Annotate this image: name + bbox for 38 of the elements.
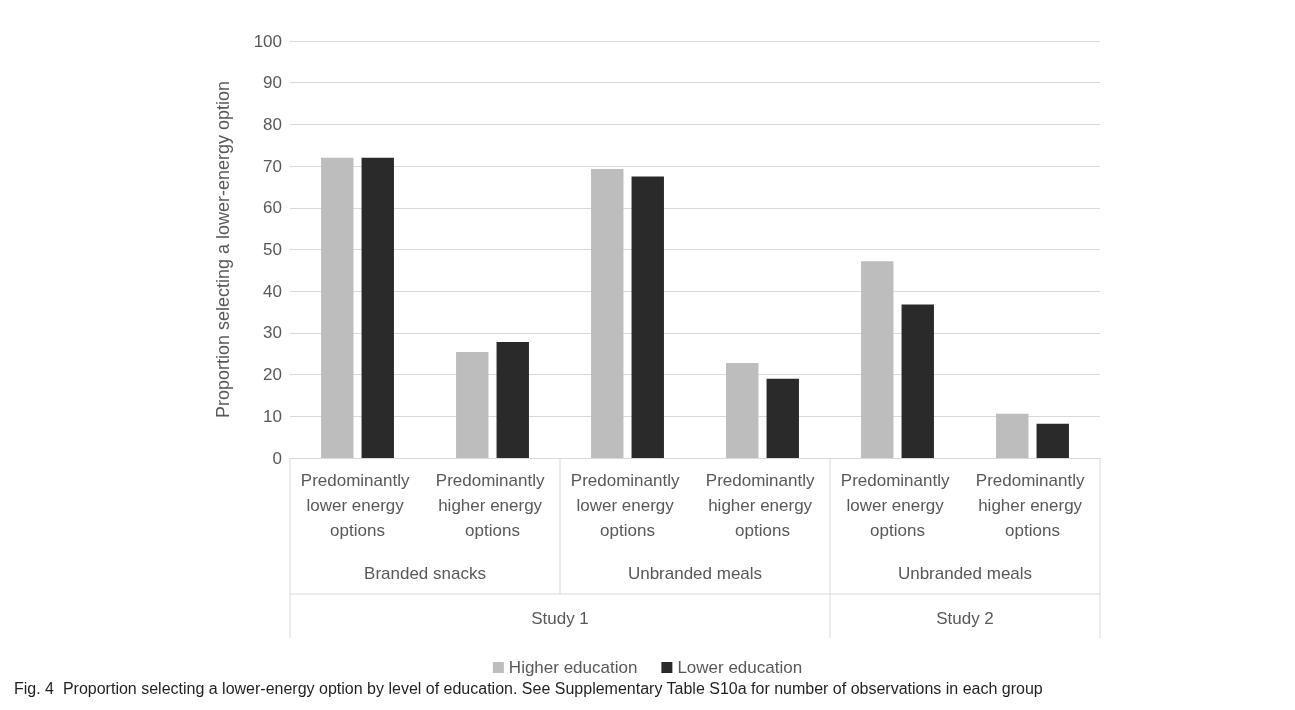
bar [766,378,799,458]
caption: Fig. 4 Proportion selecting a lower-energy option by level of education. See Supplementary Table S10a for number of observations in each group [14,679,1043,697]
bar [456,352,489,458]
text: Study 2 [936,608,994,628]
y-tick-label: 60 [263,198,282,218]
y-tick-label: 70 [263,156,282,176]
x-tick-label: Predominantly higher energy options [975,471,1090,540]
bar [631,176,664,458]
text: Branded snacks [364,563,486,583]
bar [861,261,894,458]
bar [996,413,1029,458]
x-tick-label: Predominantly lower energy options [300,471,415,540]
bar [591,169,624,458]
y-tick-label: 100 [253,31,282,51]
bar [901,304,934,458]
text: Study 1 [531,608,589,628]
x-tick-label: Predominantly lower energy options [570,471,685,540]
bar [496,342,529,458]
x-tick-label: Predominantly higher energy options [705,471,820,540]
bar [726,362,759,458]
y-tick-label: 10 [263,406,282,426]
text: Unbranded meals [897,563,1033,583]
y-tick-label: 40 [263,281,282,301]
y-tick-label: 20 [263,365,282,385]
text: Unbranded meals [627,563,763,583]
bar [1036,423,1069,458]
y-tick-label: 90 [263,73,282,93]
bar [361,157,394,458]
x-tick-label: Predominantly higher energy options [435,471,550,540]
x-tick-label: Predominantly lower energy options [840,471,955,540]
bar [321,157,354,458]
y-tick-label: 30 [263,323,282,343]
y-tick-label: 0 [272,448,282,468]
y-tick-label: 50 [263,240,282,259]
legend-label: Higher education [508,658,638,677]
y-axis-title: Proportion selecting a lower-energy option [213,80,233,419]
y-tick-label: 80 [263,114,282,134]
legend-label: Lower education [677,658,803,677]
